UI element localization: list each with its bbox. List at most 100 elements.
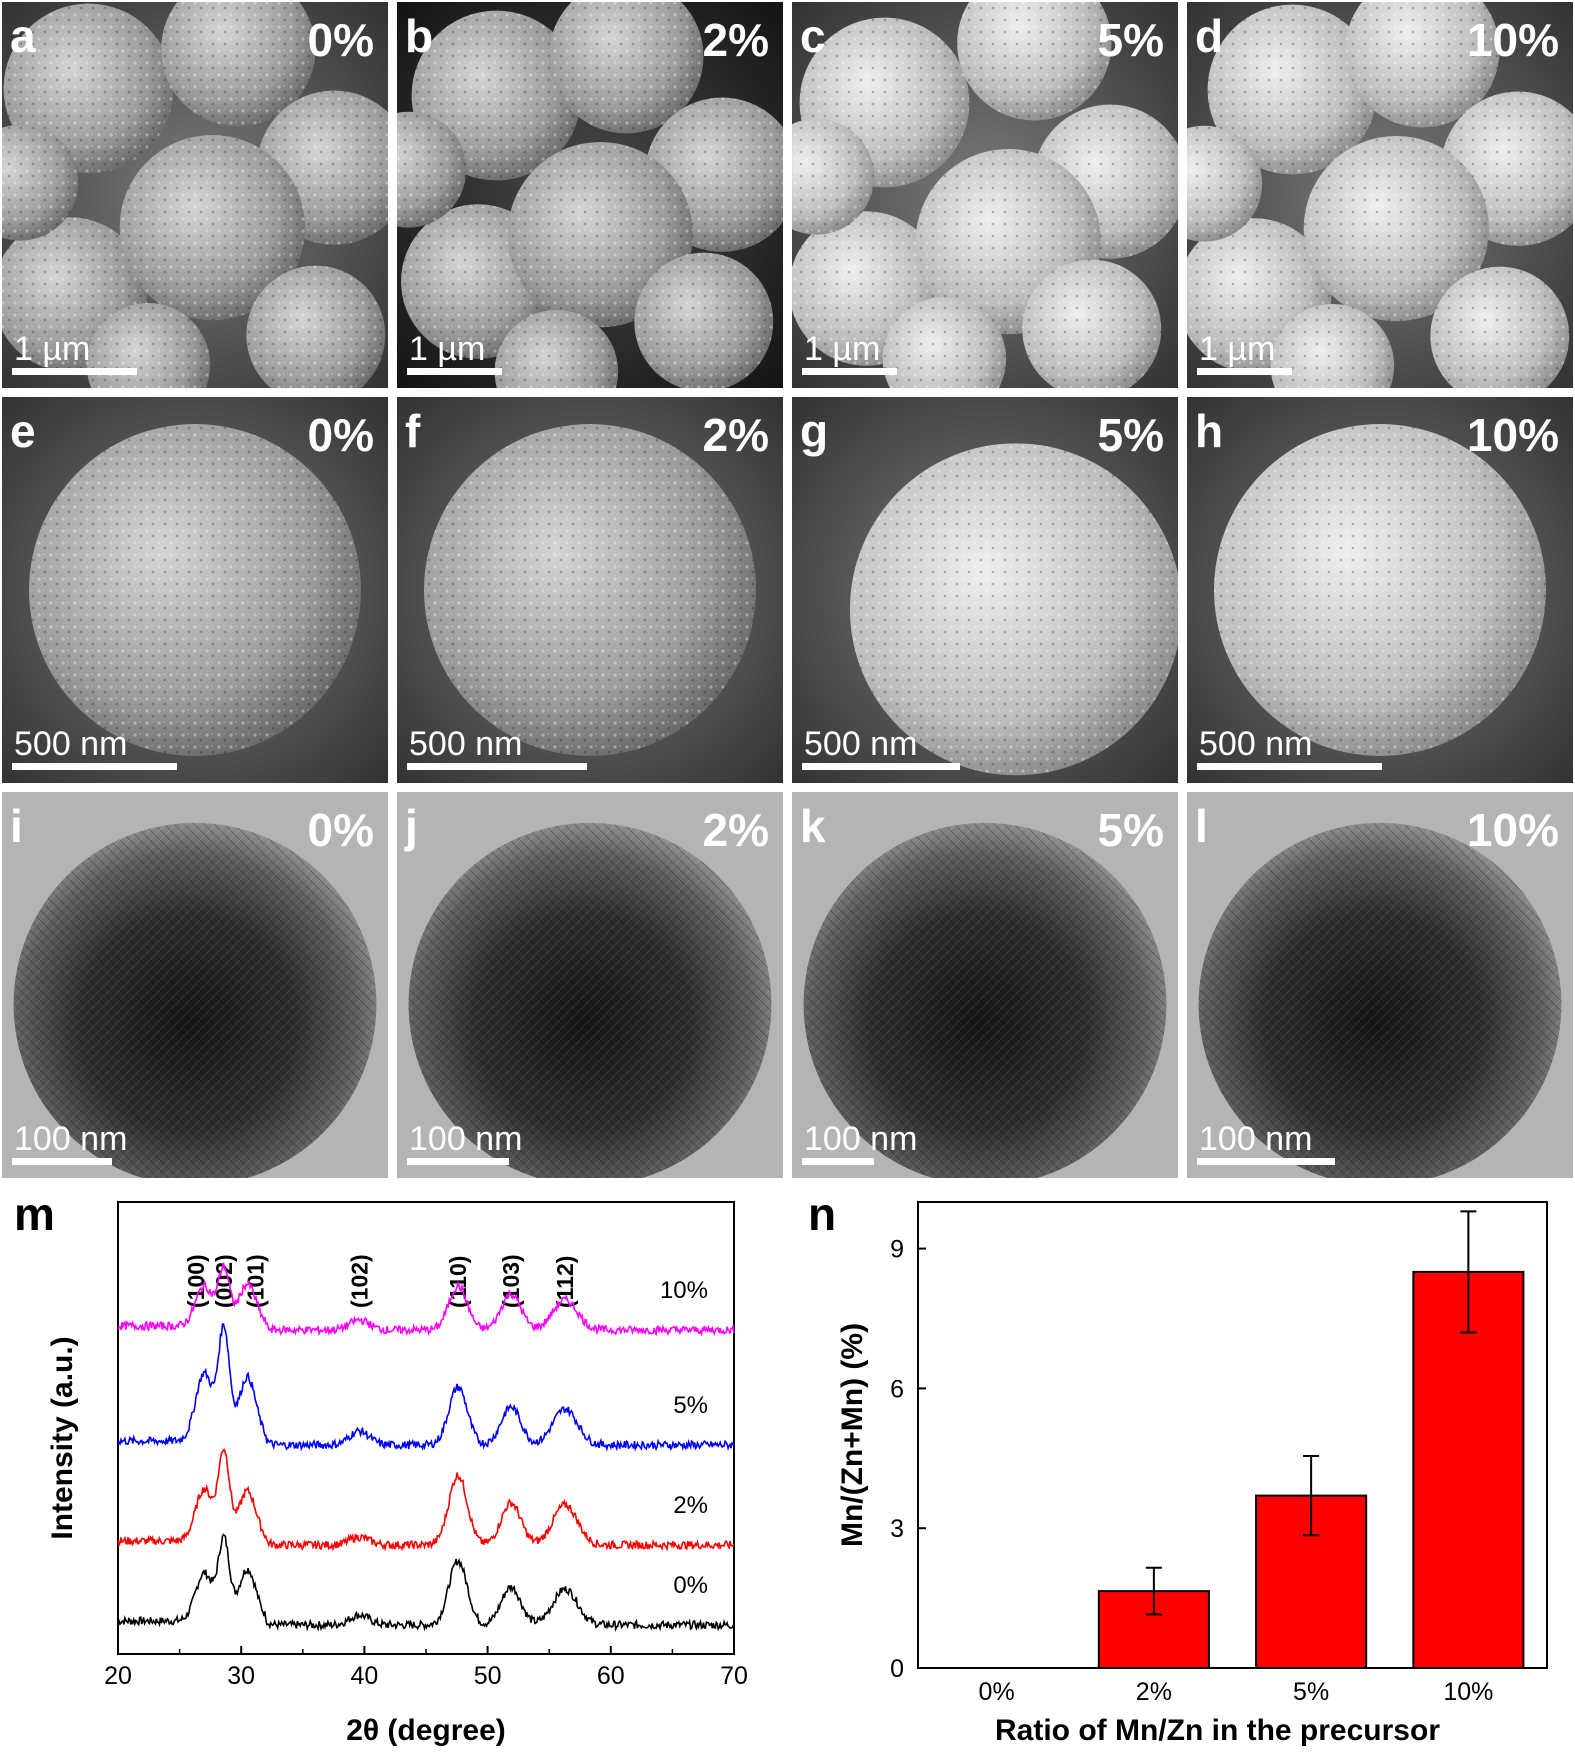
- particle-texture: [2, 124, 79, 241]
- doping-ratio-label: 5%: [1098, 409, 1164, 461]
- series-label: 10%: [660, 1277, 708, 1304]
- panel-label: e: [10, 405, 36, 457]
- x-tick-label: 20: [104, 1662, 132, 1690]
- x-axis-title: Ratio of Mn/Zn in the precursor: [995, 1714, 1440, 1747]
- particle-texture: [13, 822, 377, 1178]
- plot-frame: [917, 1201, 1548, 1669]
- doping-ratio-label: 2%: [703, 409, 769, 461]
- particle-texture: [494, 309, 619, 388]
- xrd-series-0pct: [117, 1533, 735, 1633]
- y-tick-label: 6: [890, 1375, 904, 1403]
- scale-bar: [12, 1158, 112, 1165]
- particle-texture: [424, 424, 756, 756]
- particle-texture: [86, 302, 211, 388]
- particle-texture: [1345, 2, 1500, 128]
- xrd-series-10pct: [117, 1262, 735, 1337]
- series-label: 0%: [673, 1572, 708, 1599]
- panel-label: f: [405, 405, 421, 457]
- x-tick-label: 10%: [1443, 1678, 1493, 1706]
- particle-texture: [161, 2, 316, 127]
- micrograph-panel-j: j 2% 100 nm: [397, 792, 783, 1178]
- particle-texture: [1303, 135, 1489, 322]
- doping-ratio-label: 10%: [1467, 14, 1559, 66]
- panel-label: g: [800, 405, 828, 457]
- particle-texture: [1022, 259, 1162, 388]
- scale-bar-label: 100 nm: [14, 1120, 127, 1158]
- series-label: 5%: [673, 1392, 708, 1419]
- xrd-series-5pct: [117, 1323, 735, 1452]
- doping-ratio-label: 2%: [703, 14, 769, 66]
- panel-label: i: [10, 800, 23, 852]
- scale-bar: [12, 763, 177, 770]
- micrograph-panel-g: g 5% 500 nm: [792, 397, 1178, 783]
- doping-ratio-label: 0%: [308, 804, 374, 856]
- particle-texture: [1187, 125, 1263, 242]
- scale-bar: [1197, 368, 1292, 375]
- particle-texture: [792, 118, 875, 235]
- x-tick-label: 50: [474, 1662, 502, 1690]
- x-tick-label: 40: [350, 1662, 378, 1690]
- particle-texture: [1270, 303, 1395, 388]
- x-tick-label: 0%: [979, 1678, 1015, 1706]
- y-axis-title: Intensity (a.u.): [46, 1336, 79, 1539]
- y-tick-label: 9: [890, 1236, 904, 1264]
- peak-index-label: (103): [498, 1254, 524, 1308]
- particle-texture: [1214, 424, 1546, 756]
- micrograph-panel-i: i 0% 100 nm: [2, 792, 388, 1178]
- doping-ratio-label: 0%: [308, 14, 374, 66]
- doping-ratio-label: 5%: [1098, 804, 1164, 856]
- peak-index-label: (112): [552, 1256, 578, 1308]
- particle-texture: [408, 822, 772, 1178]
- scale-bar-label: 500 nm: [804, 725, 917, 763]
- series-label: 2%: [673, 1492, 708, 1519]
- y-axis-title: Mn/(Zn+Mn) (%): [836, 1323, 869, 1547]
- scale-bar-label: 1 µm: [1199, 330, 1275, 368]
- doping-ratio-label: 10%: [1467, 804, 1559, 856]
- panel-label: k: [800, 800, 826, 852]
- micrograph-panel-c: c 5% 1 µm: [792, 2, 1178, 388]
- panel-label: j: [404, 800, 418, 852]
- xrd-chart: m 20 30 40 50 60 70 2θ (degree) Intensity (a.u.)…: [14, 1188, 748, 1747]
- panel-label: c: [800, 10, 826, 62]
- particle-texture: [1198, 822, 1562, 1178]
- y-tick-label: 3: [890, 1515, 904, 1543]
- x-tick-label: 30: [227, 1662, 255, 1690]
- scale-bar: [1197, 763, 1382, 770]
- micrograph-panel-e: e 0% 500 nm: [2, 397, 388, 783]
- x-tick-label: 5%: [1293, 1678, 1329, 1706]
- scale-bar-label: 1 µm: [14, 330, 90, 368]
- particle-texture: [397, 111, 467, 228]
- particle-texture: [803, 822, 1167, 1178]
- panel-label: a: [10, 10, 36, 62]
- x-tick-label: 60: [597, 1662, 625, 1690]
- micrograph-panel-d: d 10% 1 µm: [1187, 2, 1573, 388]
- particle-texture: [1207, 4, 1378, 175]
- scale-bar: [802, 368, 897, 375]
- micrograph-panel-f: f 2% 500 nm: [397, 397, 783, 783]
- particle-texture: [634, 252, 774, 388]
- scale-bar-label: 500 nm: [1199, 725, 1312, 763]
- particle-texture: [507, 141, 693, 328]
- particle-texture: [1430, 266, 1570, 388]
- y-tick-label: 0: [890, 1655, 904, 1683]
- panel-label: b: [405, 10, 433, 62]
- panel-label: h: [1195, 405, 1223, 457]
- chart-label: m: [14, 1188, 55, 1240]
- micrograph-panel-b: b 2% 1 µm: [397, 2, 783, 388]
- doping-ratio-label: 10%: [1467, 409, 1559, 461]
- particle-texture: [549, 2, 704, 134]
- scale-bar: [1197, 1158, 1335, 1165]
- scale-bar-label: 500 nm: [409, 725, 522, 763]
- doping-ratio-label: 5%: [1098, 14, 1164, 66]
- x-axis-title: 2θ (degree): [346, 1714, 506, 1747]
- bar-10pct: [1412, 1270, 1525, 1670]
- scale-bar: [802, 1158, 874, 1165]
- panel-label: l: [1195, 800, 1208, 852]
- particle-texture: [119, 134, 305, 321]
- panel-label: d: [1195, 10, 1223, 62]
- scale-bar: [407, 1158, 509, 1165]
- micrograph-panel-k: k 5% 100 nm: [792, 792, 1178, 1178]
- particle-texture: [29, 424, 361, 756]
- micrograph-panel-l: l 10% 100 nm: [1187, 792, 1573, 1178]
